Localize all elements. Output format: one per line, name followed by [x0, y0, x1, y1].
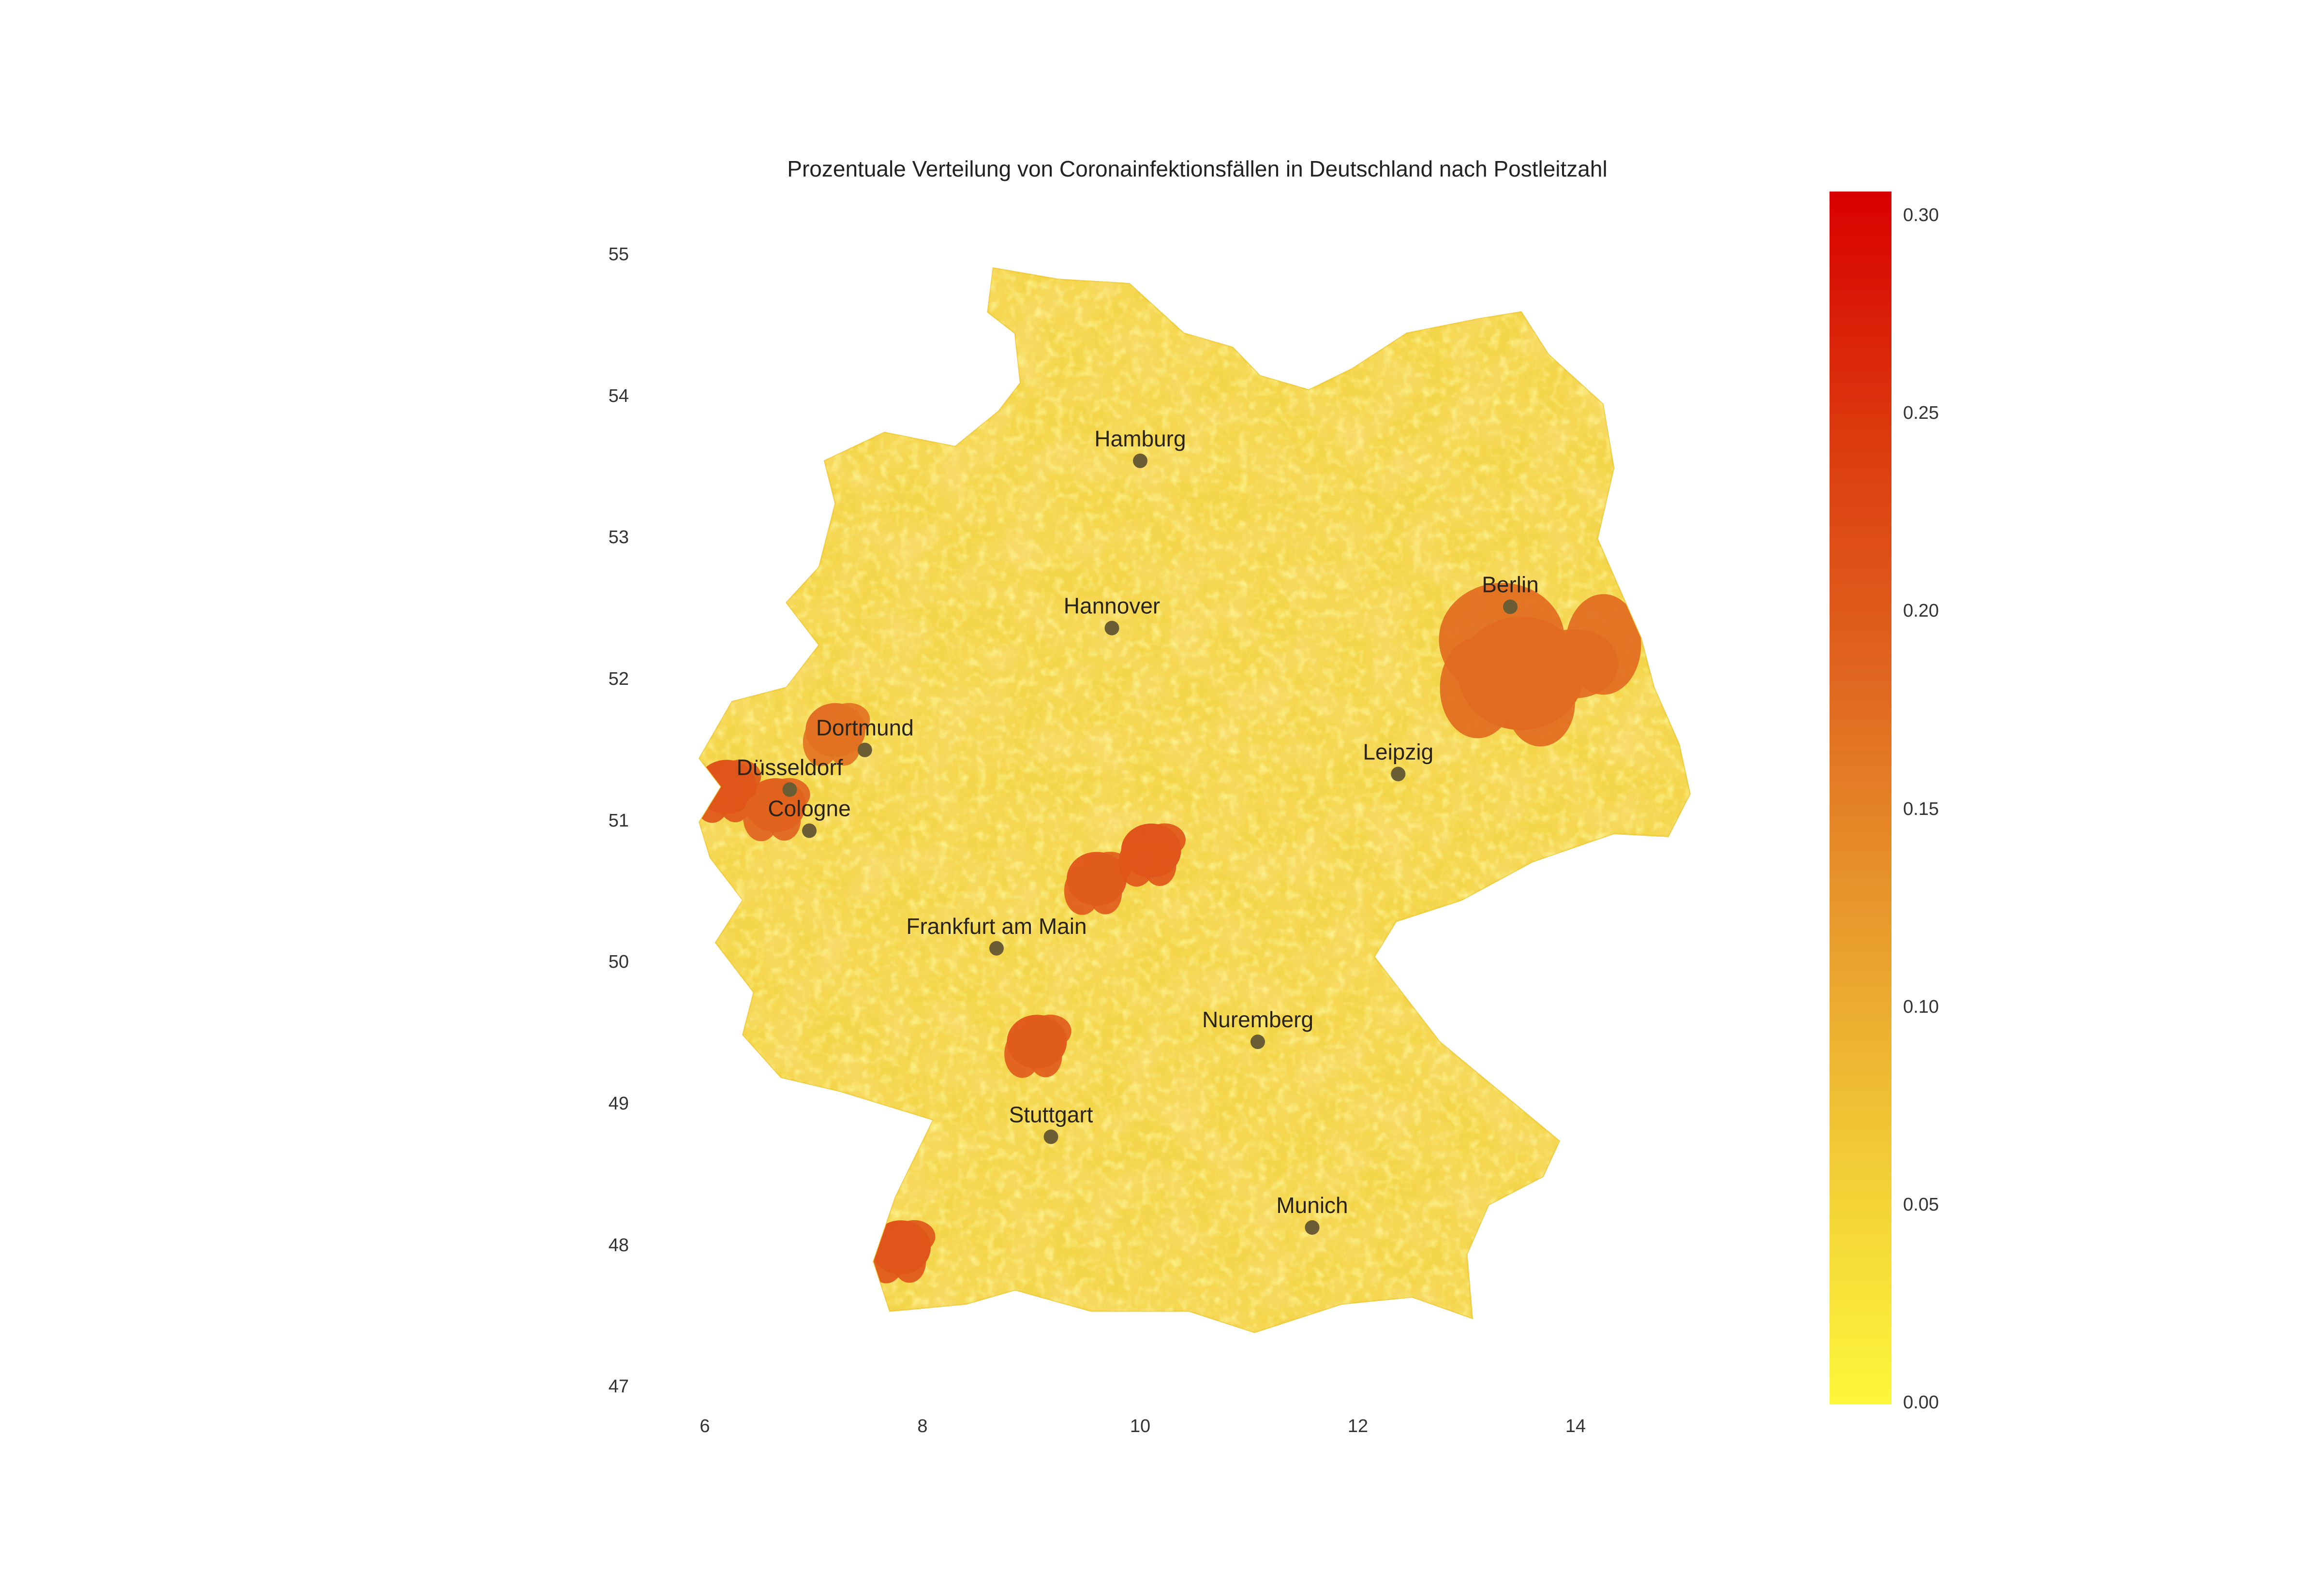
- colorbar-tick-label: 0.20: [1903, 601, 1939, 621]
- colorbar-tick-label: 0.00: [1903, 1392, 1939, 1413]
- hotspot-region: [868, 1220, 936, 1284]
- city-marker-nuremberg: Nuremberg: [1202, 1007, 1313, 1049]
- city-dot: [1043, 1129, 1058, 1144]
- city-label: Leipzig: [1363, 739, 1433, 764]
- city-dot: [857, 742, 872, 757]
- colorbar-tick-label: 0.15: [1903, 799, 1939, 819]
- hotspot-area: [893, 1241, 926, 1283]
- city-marker-munich: Munich: [1276, 1193, 1348, 1235]
- y-tick-label: 48: [608, 1235, 629, 1256]
- hotspot-area: [827, 724, 861, 766]
- city-label: Hannover: [1064, 593, 1160, 619]
- y-tick-label: 47: [608, 1376, 629, 1397]
- colorbar-tick-label: 0.25: [1903, 403, 1939, 423]
- hotspot-area: [1088, 872, 1122, 915]
- hotspot-area: [768, 798, 801, 841]
- chart-title: Prozentuale Verteilung von Coronainfekti…: [787, 156, 1608, 181]
- city-layer: Hamburg Hannover Berlin Dortmund Düsseldorf C…: [737, 426, 1539, 1235]
- city-dot: [1250, 1034, 1265, 1049]
- colorbar-tick-label: 0.30: [1903, 205, 1939, 225]
- colorbar-tick-label: 0.10: [1903, 997, 1939, 1017]
- city-dot: [782, 782, 797, 797]
- y-tick-label: 55: [608, 244, 629, 265]
- y-tick-label: 49: [608, 1094, 629, 1114]
- city-label: Hamburg: [1094, 426, 1186, 451]
- x-tick-label: 10: [1130, 1416, 1151, 1436]
- city-dot: [1104, 621, 1119, 635]
- city-label: Cologne: [768, 796, 850, 821]
- city-dot: [802, 823, 817, 838]
- city-label: Berlin: [1482, 572, 1539, 597]
- city-dot: [1133, 453, 1147, 468]
- hotspot-region: [1118, 823, 1186, 887]
- hotspot-region: [1004, 1015, 1072, 1078]
- y-tick-label: 52: [608, 669, 629, 689]
- city-marker-hamburg: Hamburg: [1094, 426, 1186, 468]
- city-dot: [1391, 767, 1406, 782]
- colorbar-gradient: [1830, 192, 1891, 1404]
- x-tick-label: 14: [1565, 1416, 1586, 1436]
- city-marker-hannover: Hannover: [1064, 593, 1160, 635]
- city-dot: [1305, 1220, 1320, 1235]
- map-group: Hamburg Hannover Berlin Dortmund Düsseldorf C…: [699, 267, 1691, 1333]
- x-tick-label: 6: [700, 1416, 710, 1436]
- colorbar-tick-label: 0.05: [1903, 1195, 1939, 1215]
- hotspot-region: [1064, 852, 1131, 915]
- hotspot-area: [1565, 594, 1641, 695]
- hotspot-area: [1439, 583, 1565, 696]
- hotspot-area: [1029, 1035, 1062, 1078]
- hotspot-layer: [699, 583, 1641, 1284]
- city-marker-stuttgart: Stuttgart: [1009, 1102, 1093, 1144]
- y-tick-label: 54: [608, 386, 629, 406]
- x-tick-label: 12: [1347, 1416, 1369, 1436]
- city-marker-cologne: Cologne: [768, 796, 851, 838]
- hotspot-area: [718, 780, 752, 823]
- city-label: Munich: [1276, 1193, 1348, 1218]
- city-label: Nuremberg: [1202, 1007, 1313, 1032]
- city-dot: [1503, 599, 1518, 614]
- city-marker-dortmund: Dortmund: [816, 715, 914, 757]
- germany-fine-texture: [699, 268, 1690, 1332]
- hotspot-region: [803, 703, 870, 767]
- y-tick-label: 50: [608, 952, 629, 972]
- y-tick-label: 53: [608, 527, 629, 547]
- city-label: Düsseldorf: [737, 755, 843, 780]
- city-marker-leipzig: Leipzig: [1363, 739, 1433, 782]
- city-label: Stuttgart: [1009, 1102, 1093, 1127]
- city-marker-berlin: Berlin: [1482, 572, 1539, 614]
- city-marker-frankfurt-am-main: Frankfurt am Main: [906, 914, 1087, 956]
- hotspot-area: [1143, 844, 1176, 886]
- city-dot: [989, 941, 1004, 956]
- y-tick-label: 51: [608, 811, 629, 831]
- x-tick-label: 8: [917, 1416, 928, 1436]
- city-marker-d-sseldorf: Düsseldorf: [737, 755, 843, 797]
- hotspot-region: [1439, 583, 1641, 747]
- city-label: Dortmund: [816, 715, 914, 740]
- colorbar: [1830, 192, 1891, 1404]
- city-label: Frankfurt am Main: [906, 914, 1087, 939]
